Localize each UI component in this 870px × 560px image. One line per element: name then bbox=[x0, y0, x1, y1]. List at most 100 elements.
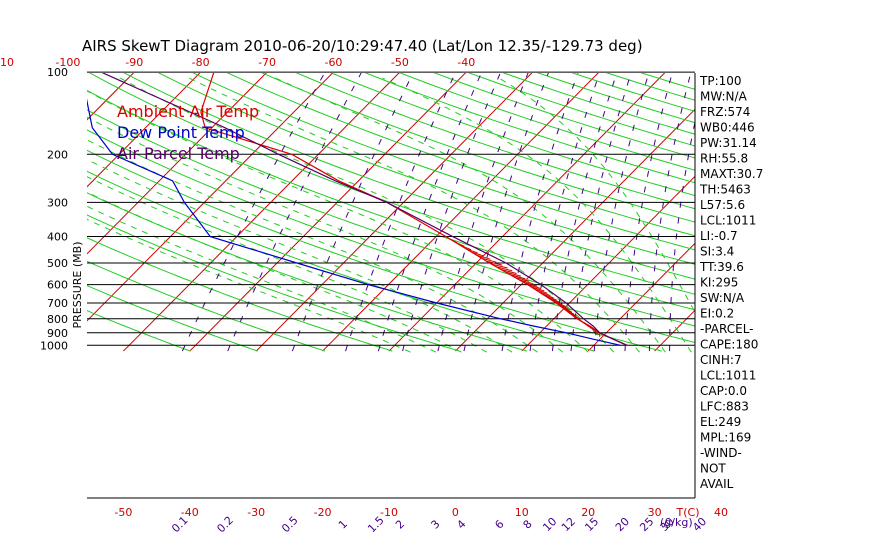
top-temp-tick-label: -110 bbox=[0, 56, 14, 69]
pressure-tick-label: 100 bbox=[47, 66, 68, 79]
parcel-temp-line bbox=[101, 73, 628, 346]
top-temp-tick-label: -80 bbox=[192, 56, 210, 69]
pressure-tick-label: 300 bbox=[47, 196, 68, 209]
mixing-ratio-line bbox=[551, 73, 618, 352]
ambient-temp-line bbox=[200, 73, 628, 346]
dew-point-line bbox=[87, 98, 621, 346]
dry-adiabat-line bbox=[330, 73, 695, 197]
cape-hatch-line bbox=[519, 279, 534, 285]
bottom-temp-tick-label: -40 bbox=[181, 506, 199, 519]
mixing-ratio-line bbox=[570, 73, 632, 352]
mixing-ratio-tick-label: 4 bbox=[454, 517, 468, 531]
cape-hatch-line bbox=[481, 257, 497, 263]
mixing-ratio-line bbox=[624, 73, 673, 352]
pressure-tick-label: 700 bbox=[47, 297, 68, 310]
dry-adiabat-line bbox=[87, 260, 326, 352]
dry-adiabat-line bbox=[87, 237, 393, 352]
cape-hatch-line bbox=[491, 263, 508, 269]
cape-hatch-line bbox=[486, 260, 503, 266]
isotherm-line bbox=[87, 73, 201, 188]
mixing-ratio-line bbox=[402, 73, 501, 352]
pressure-tick-label: 1000 bbox=[40, 339, 68, 352]
moist-adiabat-line bbox=[87, 139, 538, 353]
stability-index-item: CAP:0.0 bbox=[700, 384, 747, 398]
isotherm-line bbox=[654, 309, 695, 352]
dry-adiabat-line bbox=[87, 129, 695, 344]
bottom-temp-tick-label: 30 bbox=[648, 506, 662, 519]
stability-index-item: WB0:446 bbox=[700, 121, 755, 135]
moist-adiabat-line bbox=[274, 77, 666, 353]
mixing-ratio-tick-label: 10 bbox=[540, 515, 559, 534]
mixing-ratio-line bbox=[345, 73, 456, 352]
stability-index-item: SI:3.4 bbox=[700, 245, 734, 259]
stability-index-item: AVAIL bbox=[700, 477, 734, 491]
bottom-temp-tick-label: -30 bbox=[247, 506, 265, 519]
mixing-ratio-tick-label: 3 bbox=[428, 517, 442, 531]
mixing-ratio-line bbox=[669, 119, 695, 352]
isotherm-line bbox=[455, 108, 695, 352]
isotherm-line bbox=[587, 242, 695, 352]
legend-parcel: Air Parcel Temp bbox=[117, 144, 240, 163]
stability-index-item: LCL:1011 bbox=[700, 369, 756, 383]
mixing-ratio-line bbox=[437, 73, 529, 352]
cape-hatch-line bbox=[514, 276, 530, 282]
dry-adiabat-line bbox=[87, 109, 695, 327]
legend-ambient: Ambient Air Temp bbox=[117, 102, 259, 121]
mixing-ratio-line bbox=[377, 73, 482, 352]
pressure-tick-label: 800 bbox=[47, 313, 68, 326]
cape-hatch-line bbox=[531, 286, 545, 292]
dry-adiabat-line bbox=[640, 73, 695, 90]
stability-index-item: MPL:169 bbox=[700, 431, 751, 445]
top-temp-tick-label: -60 bbox=[324, 56, 342, 69]
bottom-temp-tick-label: -10 bbox=[380, 506, 398, 519]
top-temp-tick-label: -40 bbox=[457, 56, 475, 69]
stability-index-item: LI:-0.7 bbox=[700, 229, 738, 243]
cape-hatch-line bbox=[510, 274, 526, 280]
top-temp-tick-label: -90 bbox=[125, 56, 143, 69]
stability-index-item: MW:N/A bbox=[700, 90, 748, 104]
dry-adiabat-line bbox=[295, 73, 695, 210]
mixing-ratio-tick-label: 0.2 bbox=[214, 514, 236, 536]
dry-adiabat-line bbox=[88, 73, 695, 295]
dry-adiabat-line bbox=[87, 170, 595, 352]
dry-adiabat-line bbox=[157, 73, 695, 265]
top-temp-tick-label: -70 bbox=[258, 56, 276, 69]
isotherm-line bbox=[388, 73, 666, 352]
isotherm-line bbox=[87, 73, 135, 121]
y-axis-label: PRESSURE (MB) bbox=[71, 242, 84, 329]
mixing-ratio-line bbox=[529, 73, 601, 352]
mixing-ratio-line bbox=[501, 73, 579, 352]
isotherm-line bbox=[123, 73, 400, 352]
isotherm-line bbox=[854, 72, 870, 351]
stability-index-item: LFC:883 bbox=[700, 400, 749, 414]
top-temp-tick-label: -50 bbox=[391, 56, 409, 69]
bottom-temp-tick-label: 0 bbox=[452, 506, 459, 519]
dry-adiabat-line bbox=[87, 310, 191, 352]
dry-adiabat-lines bbox=[87, 73, 695, 352]
stability-index-item: -PARCEL- bbox=[700, 322, 754, 336]
temperature-unit-label: T(C) bbox=[676, 506, 700, 519]
mixing-ratio-tick-label: 12 bbox=[559, 515, 578, 534]
stability-index-item: SW:N/A bbox=[700, 291, 745, 305]
chart-title: AIRS SkewT Diagram 2010-06-20/10:29:47.4… bbox=[82, 37, 643, 55]
cape-hatch-line bbox=[534, 288, 548, 294]
pressure-tick-label: 400 bbox=[47, 231, 68, 244]
dry-adiabat-line bbox=[87, 214, 460, 352]
mixing-ratio-line bbox=[291, 73, 414, 352]
dry-adiabat-line bbox=[87, 149, 662, 352]
bottom-temp-tick-label: -20 bbox=[314, 506, 332, 519]
mixing-ratio-unit-label: (g/kg) bbox=[660, 516, 693, 529]
top-temp-tick-label: -100 bbox=[55, 56, 80, 69]
dry-adiabat-line bbox=[502, 73, 695, 135]
stability-index-item: RH:55.8 bbox=[700, 152, 748, 166]
isotherm-line bbox=[0, 72, 1, 351]
dry-adiabat-line bbox=[123, 73, 695, 280]
pressure-tick-label: 600 bbox=[47, 279, 68, 292]
stability-index-item: MAXT:30.7 bbox=[700, 167, 763, 181]
dry-adiabat-line bbox=[433, 73, 695, 159]
stability-index-item: KI:295 bbox=[700, 276, 738, 290]
cape-hatch-line bbox=[505, 271, 522, 277]
mixing-ratio-line bbox=[227, 73, 362, 352]
